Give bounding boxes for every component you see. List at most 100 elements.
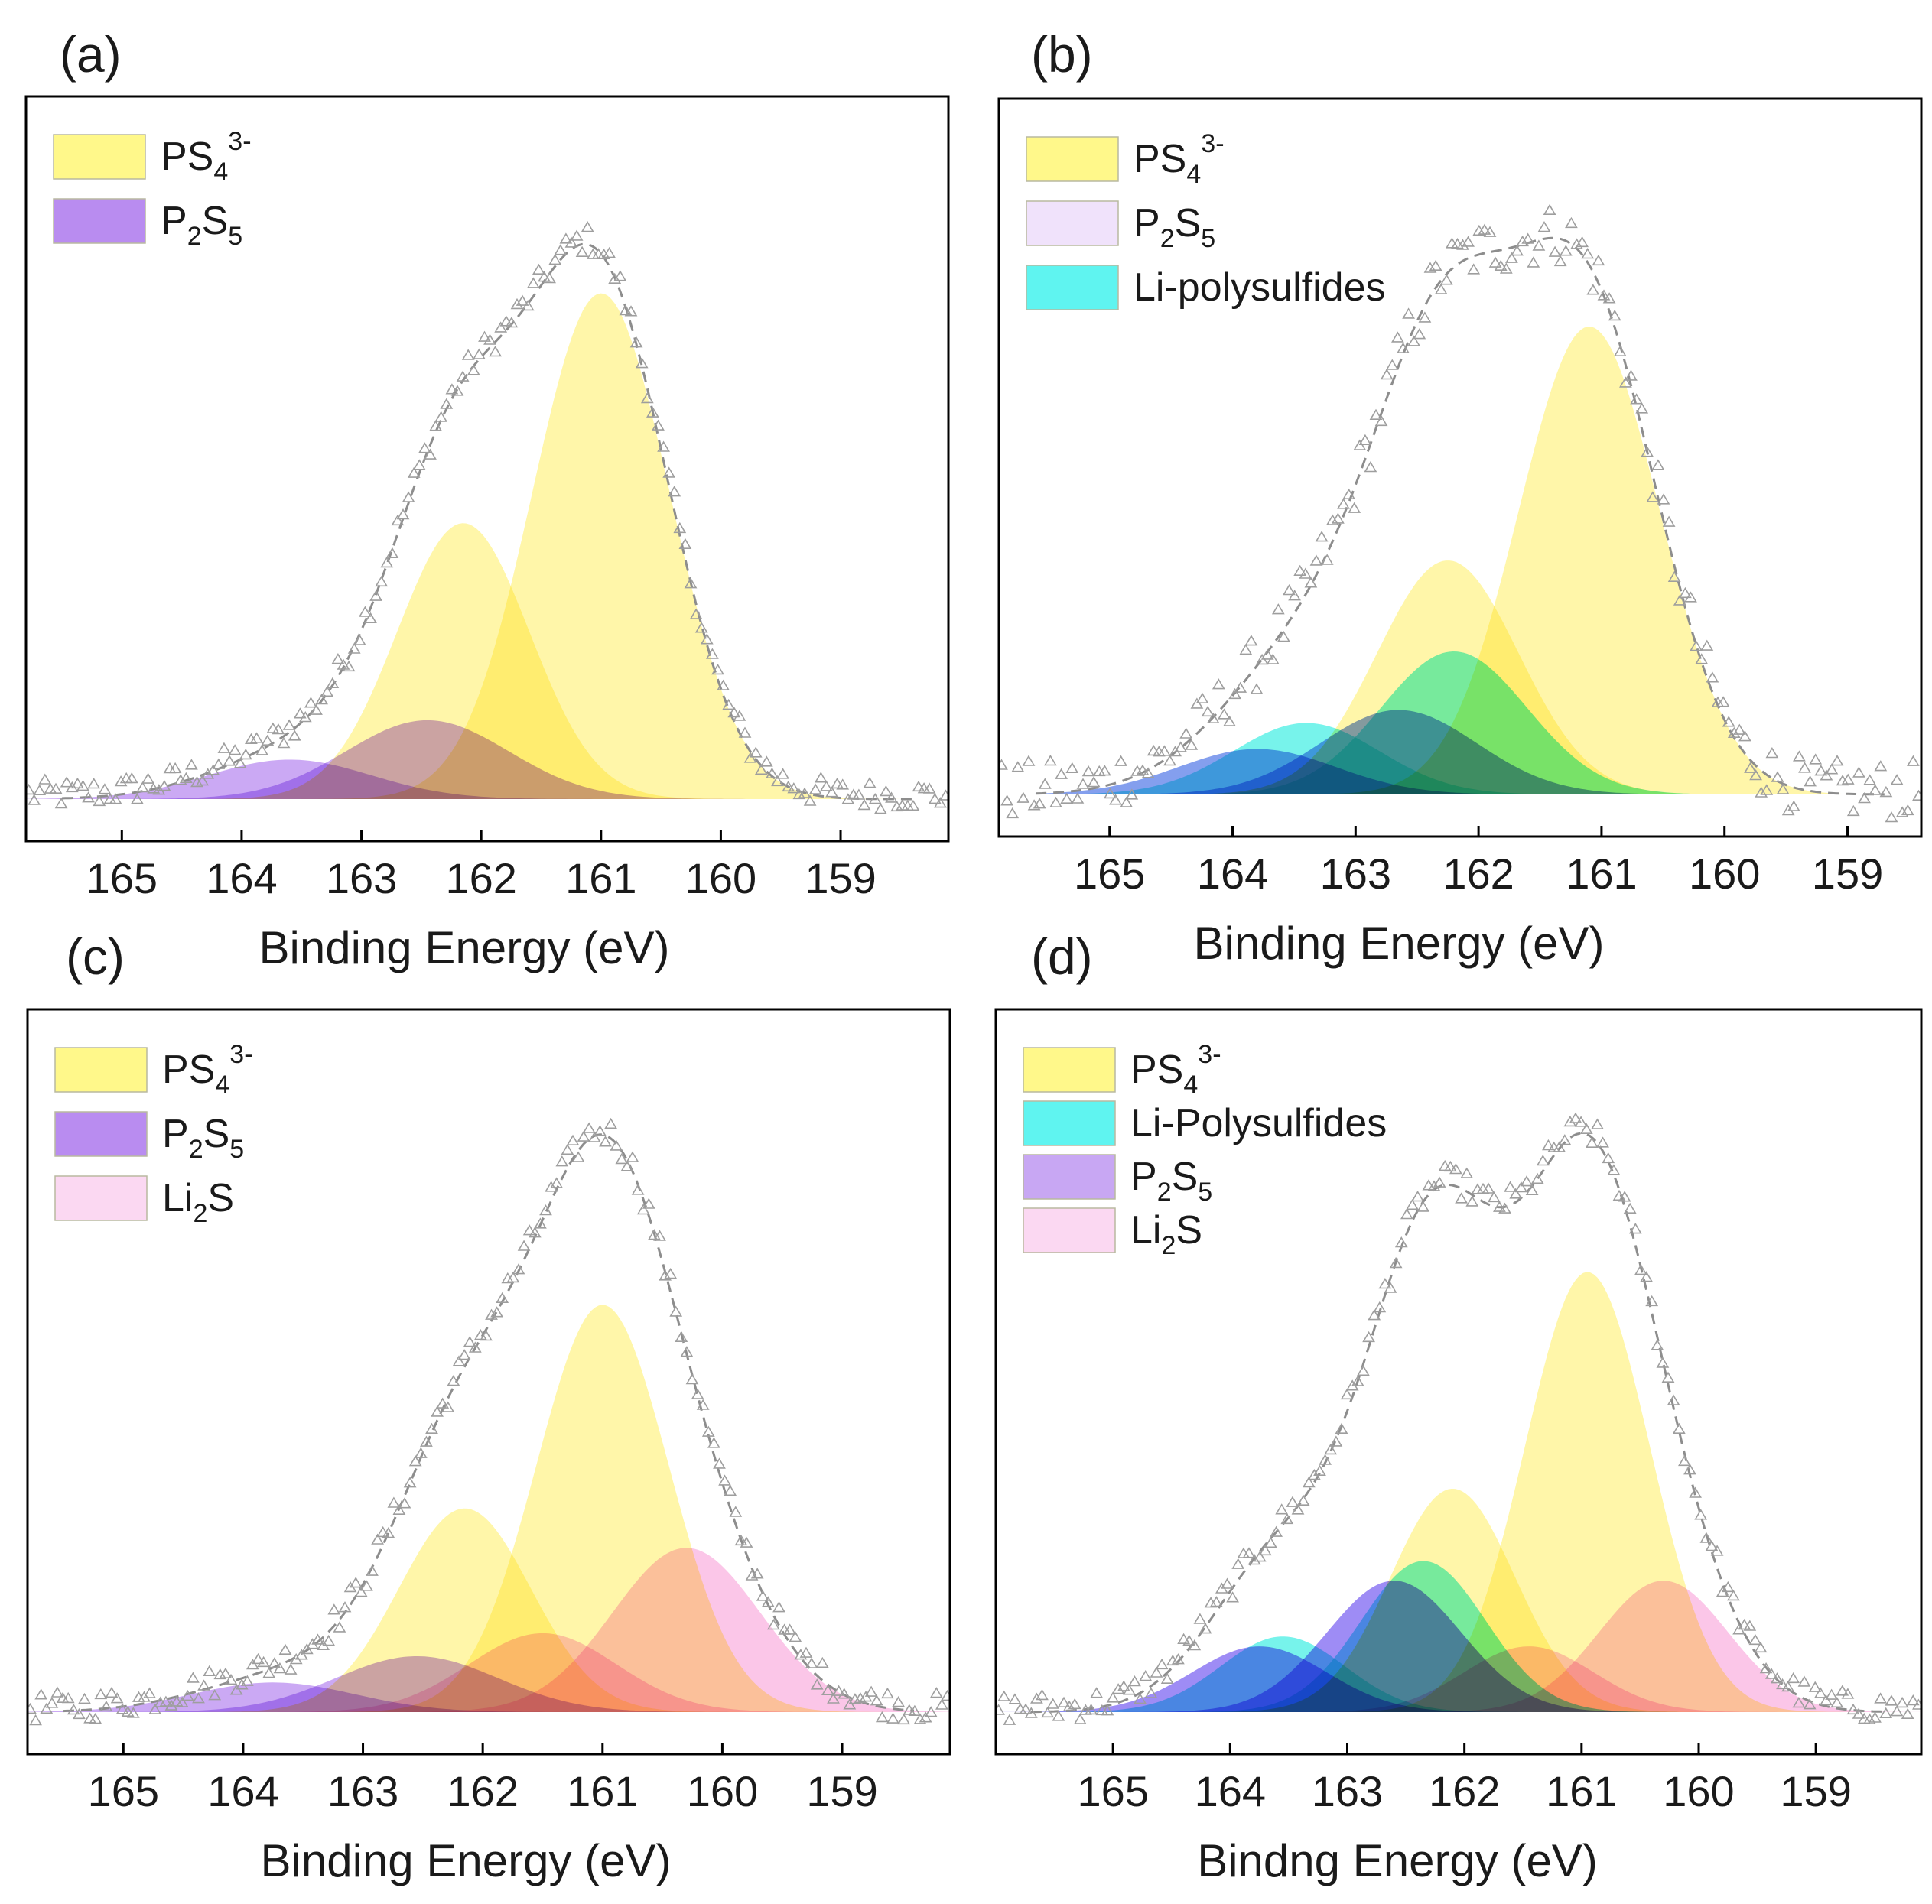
data-point-c: [420, 1435, 433, 1447]
data-point-a: [776, 768, 789, 779]
data-point-d: [1667, 1394, 1680, 1405]
component-a-3: [26, 759, 948, 799]
data-point-a: [754, 763, 768, 775]
data-point-a: [640, 392, 654, 404]
data-point-a: [364, 612, 377, 623]
data-point-b: [1315, 531, 1329, 542]
data-point-a: [228, 744, 242, 755]
data-point-b: [1374, 414, 1388, 427]
data-point-b: [1244, 635, 1258, 646]
data-point-d: [1128, 1675, 1141, 1687]
data-point-c: [675, 1331, 688, 1342]
data-point-d: [1771, 1672, 1784, 1684]
data-point-d: [1024, 1707, 1038, 1718]
data-point-d: [1073, 1713, 1087, 1724]
data-point-a: [766, 767, 779, 778]
data-point-b: [1391, 331, 1404, 343]
legend-item-b-0: PS43-: [1026, 129, 1225, 189]
x-axis-label-b: Binding Energy (eV): [1194, 918, 1605, 969]
data-point-a: [114, 775, 128, 787]
data-point-a: [293, 707, 307, 719]
data-point-d: [1678, 1454, 1691, 1467]
data-point-c: [941, 1689, 950, 1701]
data-point-d: [1553, 1141, 1566, 1152]
data-point-c: [148, 1703, 162, 1714]
x-tick-label-b: 164: [1197, 850, 1268, 898]
x-tick-label-b: 163: [1320, 850, 1391, 898]
data-point-a: [689, 608, 703, 619]
data-point-a: [342, 660, 356, 672]
data-point-d: [1062, 1700, 1076, 1711]
data-point-c: [447, 1375, 460, 1386]
data-point-b: [1076, 778, 1090, 789]
x-tick-label-d: 161: [1546, 1767, 1617, 1815]
data-point-b: [1418, 311, 1432, 323]
data-point-d: [1003, 1714, 1016, 1725]
data-point-b: [1559, 245, 1573, 256]
x-tick-label-d: 164: [1195, 1767, 1266, 1815]
data-point-d: [1607, 1164, 1621, 1175]
data-point-a: [445, 383, 459, 395]
data-point-d: [1787, 1672, 1800, 1684]
data-point-b: [1022, 755, 1036, 766]
data-point-a: [857, 798, 871, 811]
data-point-b: [1277, 631, 1290, 642]
data-point-d: [1895, 1696, 1909, 1708]
data-point-b: [1201, 705, 1215, 717]
data-point-a: [412, 459, 426, 470]
data-point-b: [1885, 811, 1898, 823]
component-c-2: [28, 1548, 950, 1712]
data-point-c: [881, 1687, 894, 1699]
data-point-c: [653, 1230, 666, 1241]
data-point-b: [1673, 594, 1686, 606]
data-point-b: [1223, 715, 1236, 726]
data-point-c: [246, 1659, 259, 1670]
plot-area-d: [996, 1112, 1921, 1725]
data-point-d: [1748, 1633, 1762, 1646]
data-point-d: [1335, 1422, 1348, 1434]
data-point-c: [870, 1694, 883, 1706]
data-point-c: [457, 1349, 471, 1360]
data-point-c: [718, 1474, 731, 1486]
data-point-d: [1727, 1589, 1740, 1601]
data-point-a: [629, 336, 643, 348]
data-point-b: [1798, 762, 1811, 773]
data-point-c: [555, 1155, 569, 1167]
data-point-c: [89, 1713, 102, 1724]
data-point-b: [1299, 567, 1312, 579]
data-point-b: [1055, 768, 1068, 779]
data-point-b: [1690, 640, 1703, 651]
data-point-c: [61, 1691, 75, 1704]
data-point-c: [371, 1533, 384, 1545]
component-c-1: [28, 1508, 950, 1712]
data-point-d: [1514, 1181, 1528, 1193]
legend-item-c-0: PS43-: [54, 1040, 253, 1100]
data-point-d: [1813, 1687, 1827, 1698]
data-point-d: [1155, 1658, 1169, 1670]
data-point-d: [1106, 1691, 1120, 1703]
data-point-d: [1498, 1202, 1511, 1214]
data-point-a: [87, 778, 101, 789]
panel-d: 165 164 163 162 161 160 159 Bindng Energy (eV) (…: [994, 928, 1923, 1886]
data-point-a: [255, 744, 268, 755]
data-point-d: [1351, 1375, 1364, 1386]
data-point-a: [26, 783, 35, 795]
data-point-c: [229, 1684, 243, 1695]
data-point-b: [1521, 232, 1535, 244]
data-point-c: [724, 1484, 737, 1496]
data-point-a: [315, 694, 328, 705]
data-point-d: [1830, 1696, 1844, 1708]
data-point-a: [646, 406, 659, 418]
legend-label: PS43-: [1130, 1040, 1221, 1100]
data-point-c: [805, 1657, 818, 1668]
data-point-a: [928, 792, 942, 804]
data-point-d: [1710, 1545, 1724, 1556]
data-point-a: [450, 385, 464, 396]
data-point-c: [827, 1692, 840, 1704]
data-point-d: [1825, 1688, 1838, 1700]
data-point-b: [1662, 515, 1676, 527]
data-point-b: [1830, 755, 1844, 766]
data-point-c: [908, 1704, 922, 1716]
data-point-d: [1623, 1202, 1637, 1214]
data-point-d: [1487, 1191, 1501, 1203]
